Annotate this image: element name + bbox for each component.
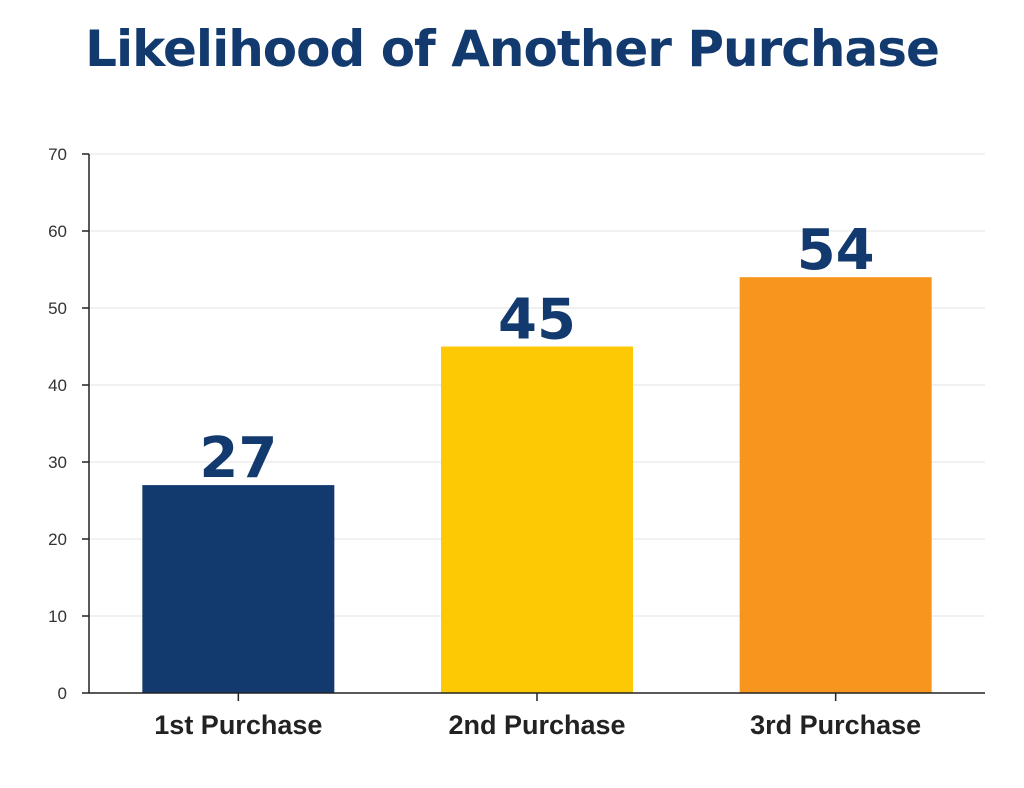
bar-3 <box>739 277 932 693</box>
bar-1 <box>142 485 335 693</box>
bar-2 <box>441 346 633 693</box>
value-label-1: 27 <box>199 426 277 491</box>
y-tick-label: 70 <box>48 145 67 164</box>
value-labels: 27 45 54 <box>199 218 874 491</box>
x-category-label: 3rd Purchase <box>750 710 921 740</box>
bars <box>142 277 932 693</box>
y-axis-ticks: 0 10 20 30 40 50 60 70 <box>48 145 89 703</box>
y-tick-label: 30 <box>48 453 67 472</box>
x-axis-ticks: 1st Purchase 2nd Purchase 3rd Purchase <box>154 693 921 740</box>
value-label-3: 54 <box>797 218 875 283</box>
y-tick-label: 40 <box>48 376 67 395</box>
y-tick-label: 10 <box>48 607 67 626</box>
y-tick-label: 20 <box>48 530 67 549</box>
x-category-label: 1st Purchase <box>154 710 322 740</box>
chart-title: Likelihood of Another Purchase <box>85 20 940 78</box>
x-category-label: 2nd Purchase <box>448 710 625 740</box>
value-label-2: 45 <box>498 288 576 353</box>
y-tick-label: 0 <box>58 684 67 703</box>
y-tick-label: 50 <box>48 299 67 318</box>
y-tick-label: 60 <box>48 222 67 241</box>
